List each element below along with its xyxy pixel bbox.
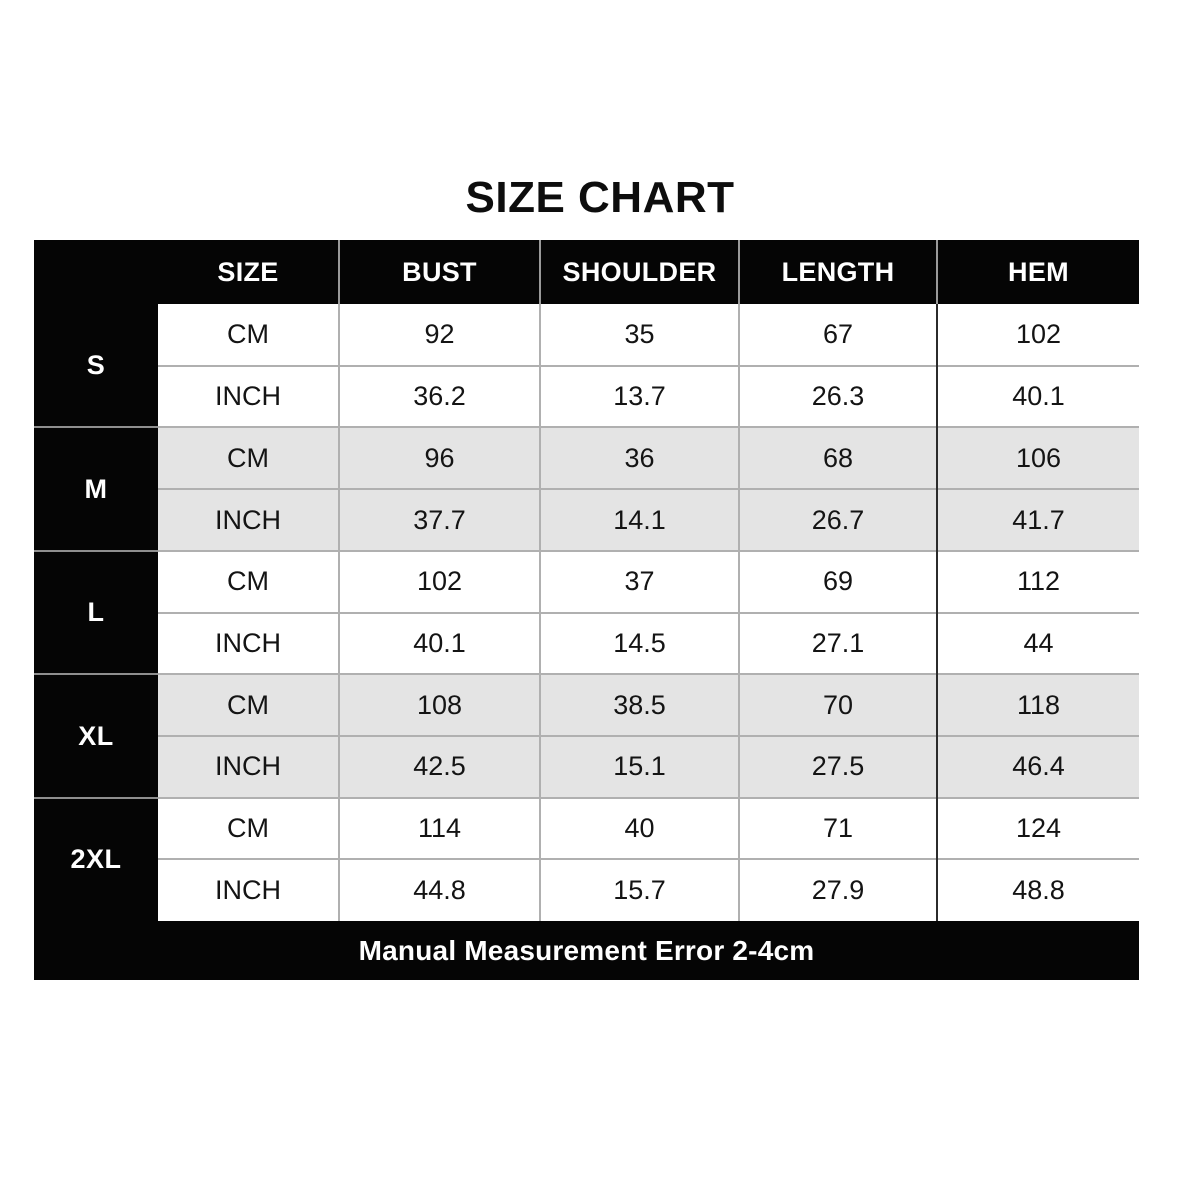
cell-s-inch-length: 26.3 xyxy=(739,364,938,428)
cell-l-cm-bust: 102 xyxy=(339,549,541,613)
unit-label-inch: INCH xyxy=(158,364,340,428)
page-title: SIZE CHART xyxy=(465,173,735,222)
header-corner-blank xyxy=(34,240,158,304)
size-label-xl: XL xyxy=(34,673,158,798)
table-row: INCH 37.7 14.1 26.7 41.7 xyxy=(34,488,1139,551)
table-row: INCH 42.5 15.1 27.5 46.4 xyxy=(34,735,1139,798)
unit-label-inch: INCH xyxy=(158,611,340,675)
unit-label-cm: CM xyxy=(158,549,340,613)
cell-xl-inch-shoulder: 15.1 xyxy=(540,735,740,798)
cell-xl-cm-hem: 118 xyxy=(937,673,1139,737)
cell-s-inch-shoulder: 13.7 xyxy=(540,364,740,428)
cell-m-cm-shoulder: 36 xyxy=(540,426,740,490)
size-label-m: M xyxy=(34,426,158,551)
table-row: L CM 102 37 69 112 xyxy=(34,549,1139,675)
cell-xl-cm-shoulder: 38.5 xyxy=(540,673,740,737)
cell-m-cm-length: 68 xyxy=(739,426,938,490)
cell-s-cm-hem: 102 xyxy=(937,304,1139,366)
cell-l-cm-hem: 112 xyxy=(937,549,1139,613)
cell-2xl-inch-hem: 48.8 xyxy=(937,858,1139,922)
table-row: INCH 44.8 15.7 27.9 48.8 xyxy=(34,858,1139,922)
cell-s-inch-hem: 40.1 xyxy=(937,364,1139,428)
table-row: S CM 92 35 67 102 xyxy=(34,304,1139,428)
cell-m-inch-length: 26.7 xyxy=(739,488,938,551)
table-body: S CM 92 35 67 102 INCH 36.2 13.7 26.3 40… xyxy=(34,304,1139,980)
cell-xl-inch-bust: 42.5 xyxy=(339,735,541,798)
column-header-bust: BUST xyxy=(339,240,541,304)
unit-label-inch: INCH xyxy=(158,488,340,551)
table-row: INCH 36.2 13.7 26.3 40.1 xyxy=(34,364,1139,428)
table-row: 2XL CM 114 40 71 124 xyxy=(34,796,1139,922)
table-header-row: SIZE BUST SHOULDER LENGTH HEM xyxy=(34,240,1139,304)
column-header-hem: HEM xyxy=(937,240,1139,304)
unit-label-cm: CM xyxy=(158,304,340,366)
cell-s-inch-bust: 36.2 xyxy=(339,364,541,428)
table-footer-row: Manual Measurement Error 2-4cm xyxy=(34,921,1139,980)
cell-m-inch-hem: 41.7 xyxy=(937,488,1139,551)
cell-l-cm-length: 69 xyxy=(739,549,938,613)
size-chart-table-container: SIZE BUST SHOULDER LENGTH HEM S CM 92 35… xyxy=(34,240,1139,980)
cell-2xl-inch-bust: 44.8 xyxy=(339,858,541,922)
cell-2xl-cm-bust: 114 xyxy=(339,796,541,860)
cell-s-cm-length: 67 xyxy=(739,304,938,366)
cell-l-inch-length: 27.1 xyxy=(739,611,938,675)
size-label-2xl: 2XL xyxy=(34,796,158,922)
column-header-length: LENGTH xyxy=(739,240,938,304)
table-row: XL CM 108 38.5 70 118 xyxy=(34,673,1139,798)
cell-2xl-cm-length: 71 xyxy=(739,796,938,860)
cell-m-cm-bust: 96 xyxy=(339,426,541,490)
size-label-s: S xyxy=(34,304,158,428)
unit-label-cm: CM xyxy=(158,796,340,860)
cell-m-cm-hem: 106 xyxy=(937,426,1139,490)
unit-label-inch: INCH xyxy=(158,858,340,922)
unit-label-cm: CM xyxy=(158,673,340,737)
cell-xl-cm-bust: 108 xyxy=(339,673,541,737)
size-chart-table: SIZE BUST SHOULDER LENGTH HEM S CM 92 35… xyxy=(34,240,1139,980)
cell-xl-cm-length: 70 xyxy=(739,673,938,737)
cell-2xl-cm-shoulder: 40 xyxy=(540,796,740,860)
table-row: M CM 96 36 68 106 xyxy=(34,426,1139,551)
unit-label-inch: INCH xyxy=(158,735,340,798)
cell-l-inch-hem: 44 xyxy=(937,611,1139,675)
cell-s-cm-bust: 92 xyxy=(339,304,541,366)
table-row: INCH 40.1 14.5 27.1 44 xyxy=(34,611,1139,675)
column-header-shoulder: SHOULDER xyxy=(540,240,740,304)
cell-s-cm-shoulder: 35 xyxy=(540,304,740,366)
cell-l-cm-shoulder: 37 xyxy=(540,549,740,613)
cell-m-inch-bust: 37.7 xyxy=(339,488,541,551)
measurement-error-note: Manual Measurement Error 2-4cm xyxy=(34,921,1139,980)
size-label-l: L xyxy=(34,549,158,675)
cell-2xl-cm-hem: 124 xyxy=(937,796,1139,860)
unit-label-cm: CM xyxy=(158,426,340,490)
cell-l-inch-shoulder: 14.5 xyxy=(540,611,740,675)
column-header-size: SIZE xyxy=(158,240,340,304)
cell-2xl-inch-length: 27.9 xyxy=(739,858,938,922)
cell-xl-inch-length: 27.5 xyxy=(739,735,938,798)
cell-l-inch-bust: 40.1 xyxy=(339,611,541,675)
cell-2xl-inch-shoulder: 15.7 xyxy=(540,858,740,922)
cell-m-inch-shoulder: 14.1 xyxy=(540,488,740,551)
cell-xl-inch-hem: 46.4 xyxy=(937,735,1139,798)
